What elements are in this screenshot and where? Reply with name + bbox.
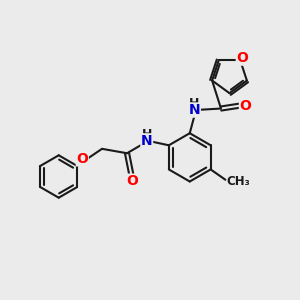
Text: H: H xyxy=(142,128,152,141)
Text: O: O xyxy=(76,152,88,166)
Text: O: O xyxy=(126,174,138,188)
Text: O: O xyxy=(239,99,251,112)
Text: O: O xyxy=(236,51,248,65)
Text: CH₃: CH₃ xyxy=(227,175,250,188)
Text: H: H xyxy=(189,97,200,110)
Text: N: N xyxy=(189,103,200,117)
Text: N: N xyxy=(141,134,153,148)
